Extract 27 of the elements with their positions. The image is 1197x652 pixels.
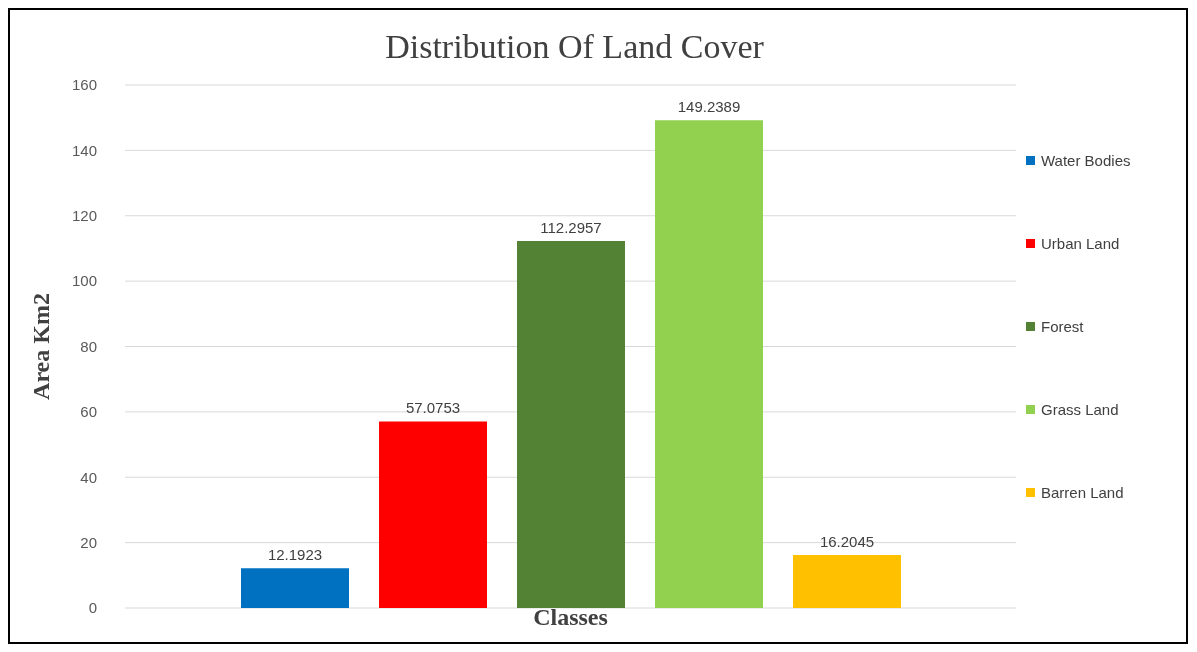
bar [517, 240, 625, 608]
legend-label: Forest [1041, 317, 1084, 335]
legend-label: Grass Land [1041, 400, 1119, 418]
y-axis-title: Area Km2 [27, 293, 54, 400]
legend-label: Urban Land [1041, 234, 1120, 252]
bar [793, 555, 901, 608]
data-label: 149.2389 [677, 98, 741, 116]
y-tick-label: 120 [71, 207, 97, 225]
legend-label: Barren Land [1041, 483, 1124, 501]
data-label: 112.2957 [540, 218, 602, 236]
y-tick-label: 80 [80, 337, 97, 355]
chart-title: Distribution Of Land Cover [384, 28, 765, 66]
y-tick-label: 160 [71, 76, 97, 94]
data-label: 57.0753 [405, 399, 461, 417]
y-tick-label: 0 [88, 599, 97, 617]
bar [241, 568, 349, 608]
y-tick-label: 20 [80, 533, 97, 551]
y-tick-label: 140 [71, 141, 97, 159]
y-tick-label: 100 [71, 272, 97, 290]
bar [379, 421, 487, 608]
y-tick-label: 40 [80, 468, 97, 486]
bar [655, 120, 763, 608]
data-label: 12.1923 [267, 546, 323, 564]
legend-label: Water Bodies [1041, 151, 1131, 169]
data-label: 16.2045 [819, 533, 875, 551]
y-tick-label: 60 [80, 403, 97, 421]
x-axis-title: Classes [533, 604, 608, 631]
